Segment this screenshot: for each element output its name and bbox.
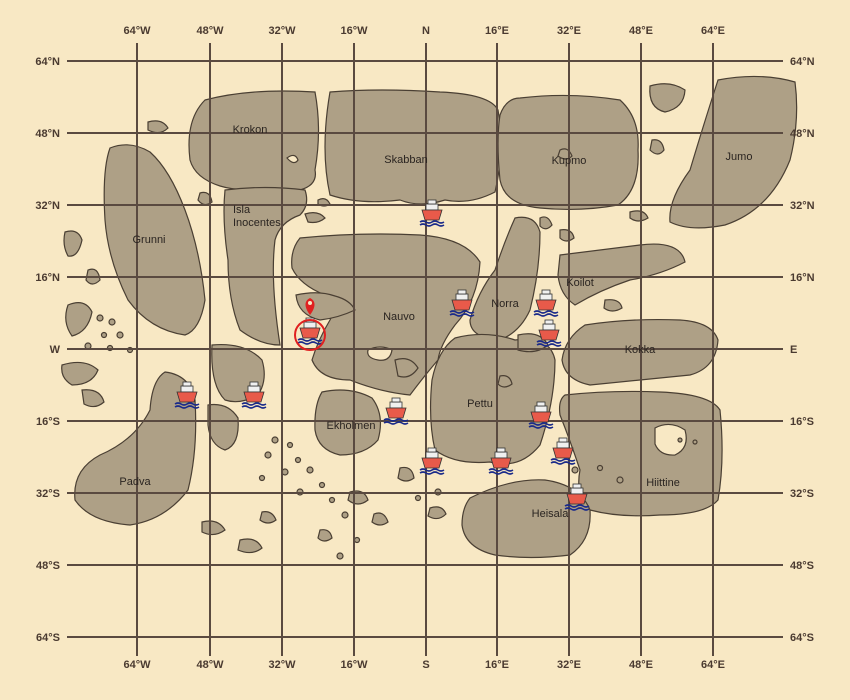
latitude-label-left: 32°S: [36, 488, 60, 500]
longitude-label-top: 32°W: [268, 25, 296, 37]
latitude-label-left: 48°S: [36, 560, 60, 572]
latitude-label-left: 64°N: [35, 56, 60, 68]
label-nauvo: Nauvo: [383, 311, 415, 323]
longitude-label-bottom: 16°W: [340, 659, 368, 671]
longitude-label-top: 32°E: [557, 25, 581, 37]
longitude-label-bottom: 16°E: [485, 659, 509, 671]
island-koilot: [557, 243, 686, 306]
island-padva: [74, 371, 197, 526]
label-padva: Padva: [119, 476, 151, 488]
longitude-label-top: 64°E: [701, 25, 725, 37]
longitude-labels-top: 64°W 48°W 32°W 16°W N 16°E 32°E 48°E 64°E: [123, 25, 725, 37]
ship-icon[interactable]: [383, 397, 409, 425]
longitude-labels-bottom: 64°W 48°W 32°W 16°W S 16°E 32°E 48°E 64°E: [123, 659, 725, 671]
label-kupmo: Kupmo: [552, 155, 587, 167]
longitude-label-top: 48°E: [629, 25, 653, 37]
latitude-label-right: 64°S: [790, 632, 814, 644]
longitude-label-bottom: 64°W: [123, 659, 151, 671]
latitude-label-right: 32°S: [790, 488, 814, 500]
label-ekholmen: Ekholmen: [327, 420, 376, 432]
ship-icon[interactable]: [550, 437, 576, 465]
ship-icon[interactable]: [241, 381, 267, 409]
ship-icon[interactable]: [536, 319, 562, 347]
longitude-label-top: 16°E: [485, 25, 509, 37]
selection-marker: [294, 298, 326, 351]
island-labels: Krokon Skabban Kupmo Jumo Grunni Isla In…: [119, 124, 752, 520]
latitude-label-right: E: [790, 344, 797, 356]
label-grunni: Grunni: [132, 234, 165, 246]
latitude-label-right: 64°N: [790, 56, 815, 68]
longitude-label-bottom: 32°W: [268, 659, 296, 671]
longitude-label-top: 16°W: [340, 25, 368, 37]
island-skabban: [324, 89, 502, 205]
latitude-labels-right: 64°N 48°N 32°N 16°N E 16°S 32°S 48°S 64°S: [790, 56, 815, 644]
ship-icon[interactable]: [419, 199, 445, 227]
island-jumo: [669, 75, 798, 229]
label-hiittine: Hiittine: [646, 477, 680, 489]
latitude-label-right: 16°N: [790, 272, 815, 284]
label-krokon: Krokon: [233, 124, 268, 136]
label-kokka: Kokka: [625, 344, 656, 356]
ship-icon[interactable]: [488, 447, 514, 475]
label-jumo: Jumo: [726, 151, 753, 163]
label-isla: Isla: [233, 204, 251, 216]
latitude-label-right: 48°S: [790, 560, 814, 572]
landmasses: [61, 75, 798, 560]
island-isla-inocentes: [223, 186, 308, 346]
ship-icon[interactable]: [533, 289, 559, 317]
ship-icon[interactable]: [564, 483, 590, 511]
latitude-label-left: 16°N: [35, 272, 60, 284]
longitude-label-bottom: 32°E: [557, 659, 581, 671]
longitude-label-bottom: 48°W: [196, 659, 224, 671]
longitude-label-top: 64°W: [123, 25, 151, 37]
longitude-label-bottom: 48°E: [629, 659, 653, 671]
label-skabban: Skabban: [384, 154, 427, 166]
label-pettu: Pettu: [467, 398, 493, 410]
label-koilot: Koilot: [566, 277, 594, 289]
ship-icon[interactable]: [528, 401, 554, 429]
island-ekholmen: [314, 389, 382, 456]
longitude-label-top: N: [422, 25, 430, 37]
label-norra: Norra: [491, 298, 519, 310]
latitude-label-left: 48°N: [35, 128, 60, 140]
ship-icon[interactable]: [449, 289, 475, 317]
selection-ring: [294, 319, 326, 351]
island-krokon: [188, 90, 320, 191]
island-norra: [469, 216, 541, 341]
longitude-label-top: 48°W: [196, 25, 224, 37]
latitude-label-left: 32°N: [35, 200, 60, 212]
latitude-label-left: W: [50, 344, 61, 356]
coordinate-grid: [67, 43, 783, 656]
longitude-label-bottom: 64°E: [701, 659, 725, 671]
ship-icon[interactable]: [174, 381, 200, 409]
ship-icon[interactable]: [419, 447, 445, 475]
latitude-label-right: 32°N: [790, 200, 815, 212]
latitude-label-right: 16°S: [790, 416, 814, 428]
label-heisala: Heisala: [532, 508, 570, 520]
map-pin-icon[interactable]: [305, 298, 315, 315]
latitude-label-right: 48°N: [790, 128, 815, 140]
island-grunni: [103, 144, 206, 336]
longitude-label-bottom: S: [422, 659, 429, 671]
label-inocentes: Inocentes: [233, 217, 281, 229]
latitude-label-left: 16°S: [36, 416, 60, 428]
latitude-labels-left: 64°N 48°N 32°N 16°N W 16°S 32°S 48°S 64°S: [35, 56, 60, 644]
latitude-label-left: 64°S: [36, 632, 60, 644]
